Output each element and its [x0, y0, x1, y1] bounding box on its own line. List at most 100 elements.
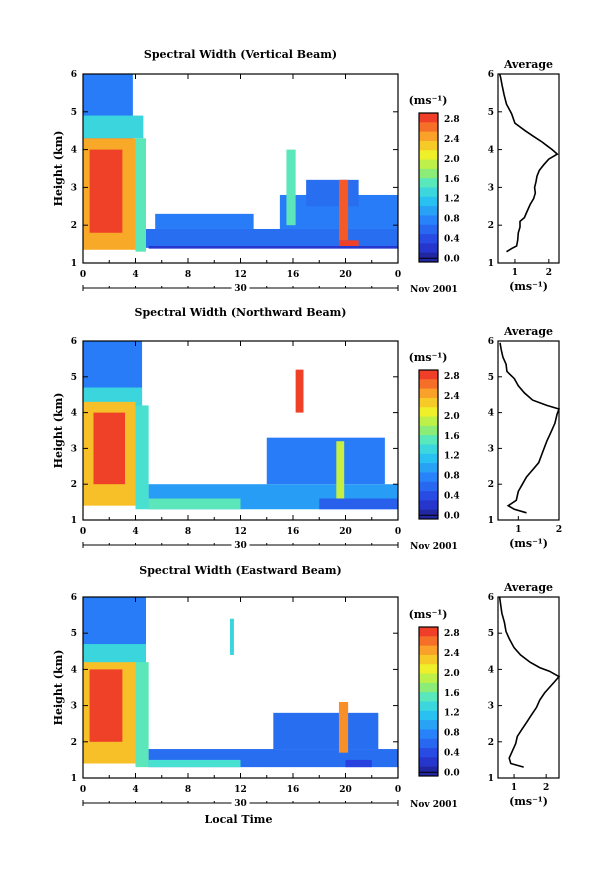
date-day: 30	[234, 541, 247, 551]
average-frame	[497, 596, 560, 779]
panel-title: Spectral Width (Northward Beam)	[135, 306, 347, 319]
heatmap-cells	[83, 74, 398, 252]
colorbar-segment	[419, 416, 438, 427]
panel-title: Spectral Width (Eastward Beam)	[139, 564, 341, 577]
average-title: Average	[503, 58, 553, 71]
y-tick-label: 3	[71, 183, 77, 193]
colorbar-segment	[419, 636, 438, 647]
colorbar-segment	[419, 748, 438, 758]
colorbar: (ms⁻¹) 2.8 2.4 2.0 1.6 1.2 0.8 0.4 0.0	[409, 351, 460, 521]
colorbar-tick-label: 0.8	[444, 472, 460, 482]
colorbar-tick-label: 2.0	[444, 155, 460, 165]
heatmap-cells	[83, 341, 398, 510]
colorbar-segment	[419, 425, 438, 436]
colorbar-segment	[419, 196, 438, 207]
colorbar-segment	[419, 131, 438, 142]
average-x-tick-label: 2	[546, 268, 552, 278]
average-x-tick-label: 2	[543, 783, 549, 793]
colorbar-frame	[418, 369, 439, 520]
colorbar-tick-label: 2.8	[444, 115, 460, 125]
heatmap-region	[89, 149, 123, 233]
heatmap-region	[338, 179, 349, 241]
y-axis-label: Height (km)	[52, 131, 65, 207]
average-y-tick-label: 3	[488, 183, 494, 193]
heatmap-region	[83, 644, 146, 666]
average-y-tick-label: 3	[488, 444, 494, 454]
date-month: Nov 2001	[410, 800, 458, 810]
colorbar-segment	[419, 407, 438, 417]
average-y-tick-label: 6	[488, 70, 494, 80]
colorbar-segment	[419, 692, 438, 702]
colorbar-segment	[419, 472, 438, 483]
average-y-tick-label: 4	[488, 665, 494, 675]
y-tick-label: 3	[71, 444, 77, 454]
colorbar-segment	[419, 701, 438, 712]
heatmap-cells	[83, 597, 398, 768]
heatmap-region	[273, 712, 379, 750]
colorbar-segment	[419, 168, 438, 179]
colorbar-segment	[419, 379, 438, 390]
colorbar-segment	[419, 509, 438, 520]
colorbar-tick-label: 2.0	[444, 669, 460, 679]
heatmap-region	[345, 759, 372, 768]
x-tick-label: 0	[395, 527, 401, 537]
colorbar-tick-label: 1.2	[444, 452, 460, 462]
y-tick-label: 5	[71, 108, 77, 118]
colorbar-segment	[419, 159, 438, 170]
colorbar-tick-label: 0.4	[444, 748, 460, 758]
x-tick-label: 20	[339, 270, 352, 280]
average-y-tick-label: 5	[488, 629, 494, 639]
average-title: Average	[503, 325, 553, 338]
x-tick-label: 0	[80, 270, 86, 280]
y-tick-label: 4	[71, 665, 77, 675]
heatmap-region	[155, 213, 254, 229]
heatmap-region	[266, 437, 385, 485]
x-tick-label: 16	[287, 785, 300, 795]
y-tick-label: 5	[71, 629, 77, 639]
colorbar-tick-label: 2.8	[444, 629, 460, 639]
colorbar-segment	[419, 113, 438, 123]
colorbar-tick-label: 2.4	[444, 392, 460, 402]
date-day-bg	[231, 797, 250, 807]
colorbar-tick-label: 0.8	[444, 215, 460, 225]
heatmap-region	[338, 240, 359, 248]
colorbar-segment	[419, 224, 438, 235]
colorbar-segment	[419, 491, 438, 501]
date-month: Nov 2001	[410, 542, 458, 552]
date-month: Nov 2001	[410, 285, 458, 295]
colorbar-frame	[418, 626, 439, 777]
heatmap-region	[148, 759, 241, 768]
colorbar-segment	[419, 187, 438, 198]
colorbar-tick-label: 0.4	[444, 491, 460, 501]
colorbar-segment	[419, 444, 438, 455]
colorbar-tick-label: 1.2	[444, 195, 460, 205]
average-y-tick-label: 5	[488, 108, 494, 118]
colorbar-segment	[419, 397, 438, 408]
colorbar-tick-label: 1.2	[444, 709, 460, 719]
average-x-tick-label: 1	[511, 783, 517, 793]
heatmap-region	[286, 149, 296, 226]
colorbar-segment	[419, 720, 438, 730]
average-title: Average	[503, 581, 553, 594]
colorbar-frame	[418, 112, 439, 263]
colorbar-segment	[419, 150, 438, 160]
heatmap-region	[135, 138, 146, 252]
average-frame	[497, 340, 560, 521]
heatmap-region	[295, 369, 304, 413]
colorbar: (ms⁻¹) 2.8 2.4 2.0 1.6 1.2 0.8 0.4 0.0	[409, 94, 460, 264]
average-y-tick-label: 4	[488, 409, 494, 419]
colorbar-segment	[419, 140, 438, 151]
colorbar-segment	[419, 481, 438, 492]
average-profile-panel: Average 1 2 3 4 5 6 1 2 (ms⁻¹)	[488, 58, 560, 293]
average-profile-panel: Average 1 2 3 4 5 6 1 2 (ms⁻¹)	[488, 325, 562, 550]
colorbar-tick-label: 2.4	[444, 649, 460, 659]
date-day: 30	[234, 799, 247, 809]
colorbar-segment	[419, 664, 438, 674]
colorbar-segment	[419, 388, 438, 399]
average-x-tick-label: 2	[556, 525, 562, 535]
average-frame	[497, 73, 560, 264]
x-tick-label: 20	[339, 785, 352, 795]
colorbar-segment	[419, 645, 438, 656]
heatmap-region	[306, 179, 359, 207]
